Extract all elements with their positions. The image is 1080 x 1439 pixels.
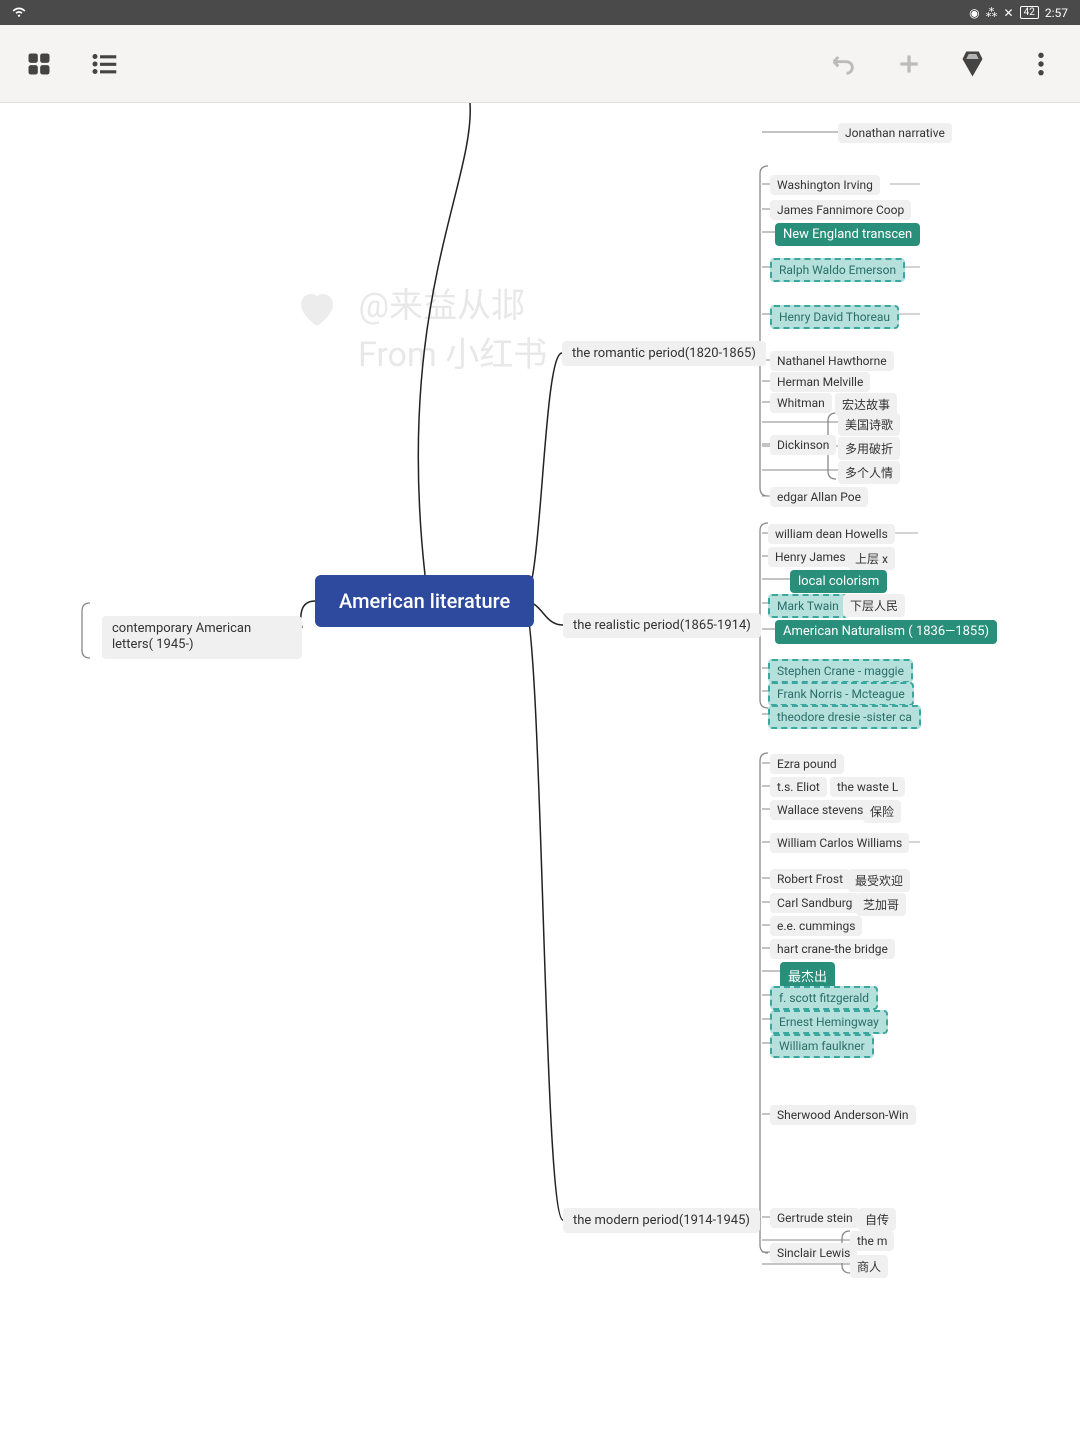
node-hjames[interactable]: Henry James <box>768 547 853 567</box>
node-cooper[interactable]: James Fannimore Coop <box>770 200 911 220</box>
clock-text: 2:57 <box>1045 6 1068 20</box>
node-pound[interactable]: Ezra pound <box>770 754 844 774</box>
node-melville[interactable]: Herman Melville <box>770 372 870 392</box>
node-sin1[interactable]: the m <box>850 1231 894 1251</box>
node-twain[interactable]: Mark Twain <box>768 594 848 618</box>
node-dreiser[interactable]: theodore dresie -sister ca <box>768 705 921 729</box>
node-zjc[interactable]: 最杰出 <box>780 962 835 989</box>
node-cummings[interactable]: e.e. cummings <box>770 916 862 936</box>
node-hawthorne[interactable]: Nathanel Hawthorne <box>770 351 894 371</box>
node-transc[interactable]: New England transcen <box>775 223 920 246</box>
node-dk1[interactable]: 美国诗歌 <box>838 413 900 436</box>
bluetooth-icon: ⁂ <box>986 6 998 20</box>
list-icon[interactable] <box>86 45 124 83</box>
node-stevens-sub[interactable]: 保险 <box>863 800 901 823</box>
node-norris[interactable]: Frank Norris - Mcteague <box>768 682 914 706</box>
node-natural[interactable]: American Naturalism ( 1836—1855) <box>775 620 997 644</box>
node-modern[interactable]: the modern period(1914-1945) <box>563 1208 760 1233</box>
node-sandburg[interactable]: Carl Sandburg <box>770 893 859 913</box>
undo-icon[interactable] <box>824 45 862 83</box>
grid-icon[interactable] <box>20 45 58 83</box>
status-bar: ◉ ⁂ ✕ 42 2:57 <box>0 0 1080 25</box>
node-whitman[interactable]: Whitman <box>770 393 832 413</box>
node-stevens[interactable]: Wallace stevens <box>770 800 870 820</box>
style-icon[interactable] <box>956 45 994 83</box>
node-frost[interactable]: Robert Frost <box>770 869 850 889</box>
mindmap-canvas[interactable]: @来益从邶 From 小红书 American literature contem… <box>0 103 1080 1439</box>
node-thoreau[interactable]: Henry David Thoreau <box>770 305 899 329</box>
node-localc[interactable]: local colorism <box>790 570 887 593</box>
node-fitz[interactable]: f. scott fitzgerald <box>770 986 878 1010</box>
node-dk3[interactable]: 多个人情 <box>838 461 900 484</box>
node-frost-sub[interactable]: 最受欢迎 <box>848 869 910 892</box>
node-eliot[interactable]: t.s. Eliot <box>770 777 827 797</box>
node-hjames-sub[interactable]: 上层 x <box>848 547 895 570</box>
mute-icon: ✕ <box>1004 6 1014 20</box>
node-dk2[interactable]: 多用破折 <box>838 437 900 460</box>
node-faulk[interactable]: William faulkner <box>770 1034 874 1058</box>
watermark: @来益从邶 From 小红书 <box>290 283 547 380</box>
node-eliot-sub[interactable]: the waste L <box>830 777 905 797</box>
node-twain-sub[interactable]: 下层人民 <box>843 594 905 617</box>
eye-icon: ◉ <box>969 6 979 20</box>
node-gertrude-sub[interactable]: 自传 <box>858 1208 896 1231</box>
node-sandburg-sub[interactable]: 芝加哥 <box>856 893 906 916</box>
toolbar <box>0 25 1080 103</box>
node-gertrude[interactable]: Gertrude stein <box>770 1208 860 1228</box>
node-emerson[interactable]: Ralph Waldo Emerson <box>770 258 905 282</box>
node-heming[interactable]: Ernest Hemingway <box>770 1010 888 1034</box>
node-root[interactable]: American literature <box>315 575 534 627</box>
edge-layer <box>0 103 1080 1439</box>
more-icon[interactable] <box>1022 45 1060 83</box>
node-sinclair[interactable]: Sinclair Lewis <box>770 1243 857 1263</box>
node-crane[interactable]: Stephen Crane - maggie <box>768 659 913 683</box>
node-wcw[interactable]: William Carlos Williams <box>770 833 909 853</box>
node-romantic[interactable]: the romantic period(1820-1865) <box>562 341 766 366</box>
node-sherwood[interactable]: Sherwood Anderson-Win <box>770 1105 916 1125</box>
node-poe[interactable]: edgar Allan Poe <box>770 487 868 507</box>
add-icon[interactable] <box>890 45 928 83</box>
node-howells[interactable]: william dean Howells <box>768 524 895 544</box>
node-irving[interactable]: Washington Irving <box>770 175 880 195</box>
wifi-icon <box>12 4 26 21</box>
battery-icon: 42 <box>1020 6 1039 19</box>
node-crane2[interactable]: hart crane-the bridge <box>770 939 895 959</box>
node-dickinson[interactable]: Dickinson <box>770 435 836 455</box>
node-sin2[interactable]: 商人 <box>850 1255 888 1278</box>
node-realistic[interactable]: the realistic period(1865-1914) <box>563 613 761 638</box>
node-jonathan[interactable]: Jonathan narrative <box>838 123 952 143</box>
node-contemp[interactable]: contemporary American letters( 1945-) <box>102 616 302 659</box>
